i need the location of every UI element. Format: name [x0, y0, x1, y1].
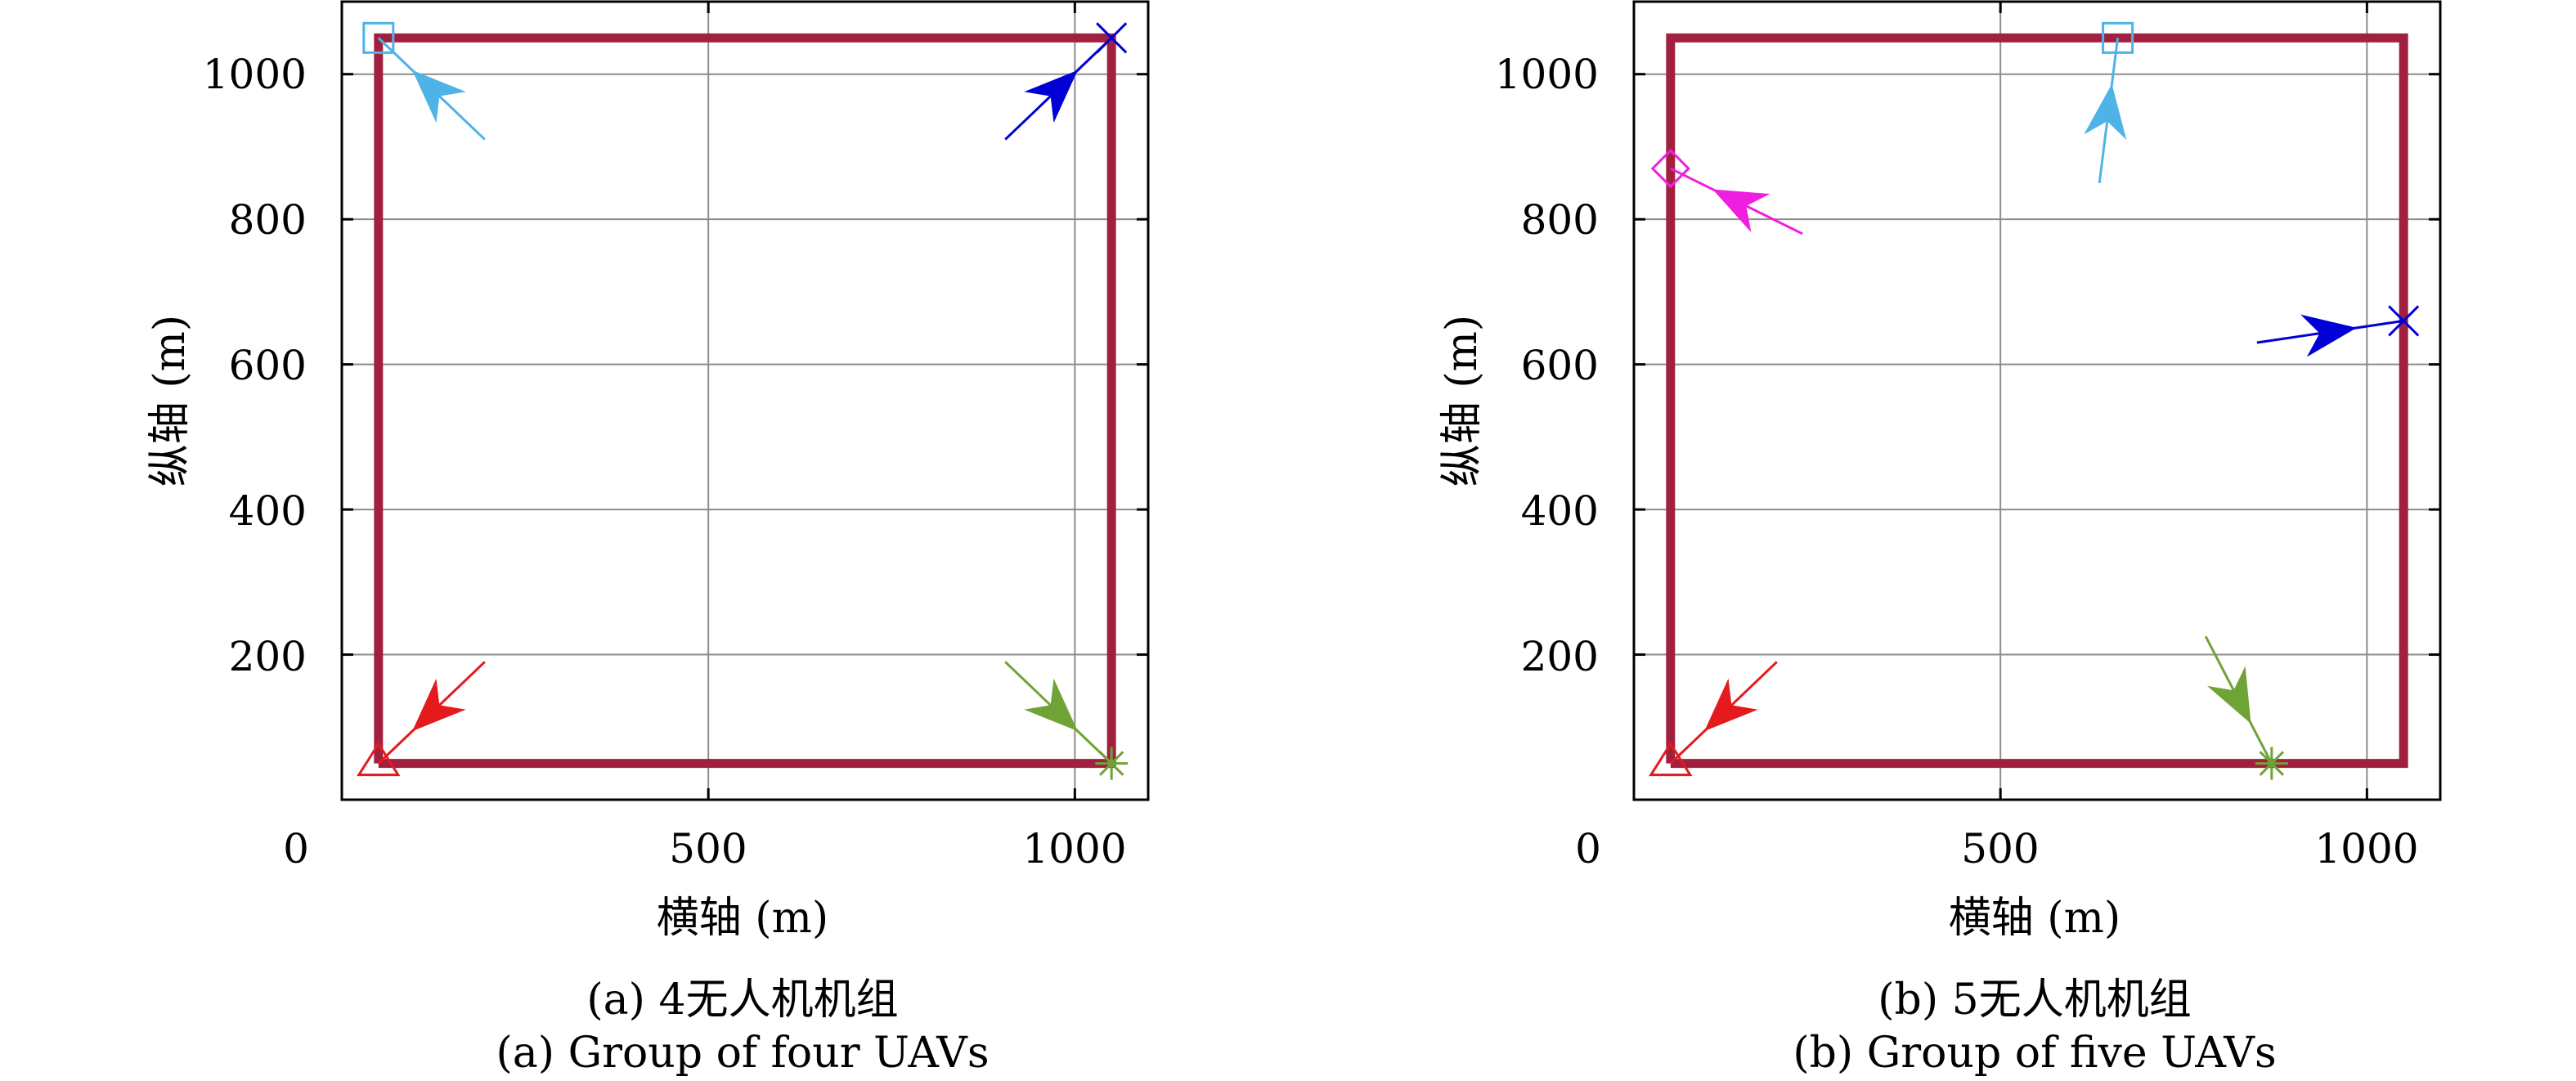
- x-tick-label: 1000: [2314, 825, 2418, 872]
- x-tick-label: 0: [283, 825, 309, 872]
- y-tick-label: 400: [229, 487, 307, 535]
- plot-frame: [340, 0, 1150, 801]
- x-tick-label: 0: [1575, 825, 1601, 872]
- uav-marker-square: [362, 21, 395, 54]
- y-tick-label: 200: [229, 633, 307, 680]
- y-tick-label: 800: [1521, 196, 1599, 244]
- caption-english: (a) Group of four UAVs: [496, 1029, 989, 1078]
- heading-arrowhead: [1024, 70, 1078, 123]
- axis-ticks: [342, 2, 1148, 800]
- boundary-path: [1666, 33, 2408, 769]
- heading-arrowhead: [2207, 666, 2251, 724]
- x-tick-label: 500: [669, 825, 747, 872]
- x-axis-title: 横轴 (m): [1949, 894, 2120, 943]
- x-axis-title: 横轴 (m): [657, 894, 828, 943]
- x-tick-label: 1000: [1022, 825, 1126, 872]
- y-tick-label: 400: [1521, 487, 1599, 535]
- panel-a: 0 500 1000 200 400 600 800 1000 横轴 (m) 纵…: [146, 0, 1150, 1078]
- y-tick-label: 800: [229, 196, 307, 244]
- uav-marker-x: [1096, 22, 1128, 54]
- uav-marker-triangle: [1649, 741, 1693, 777]
- uav-layer: [357, 21, 1129, 780]
- uav-marker-triangle: [357, 741, 401, 777]
- uav-marker-diamond: [1650, 148, 1690, 189]
- y-axis-title: 纵轴 (m): [1438, 315, 1487, 487]
- heading-arrowhead: [2084, 83, 2127, 141]
- y-tick-label: 1000: [1495, 51, 1599, 98]
- uav-layer: [1649, 21, 2420, 780]
- y-tick-label: 1000: [203, 51, 307, 98]
- y-tick-label: 200: [1521, 633, 1599, 680]
- y-tick-label: 600: [1521, 342, 1599, 389]
- y-axis-title: 纵轴 (m): [146, 315, 195, 487]
- heading-arrowhead: [1712, 189, 1770, 233]
- heading-arrowhead: [412, 678, 466, 732]
- uav-marker-square: [2102, 21, 2134, 54]
- caption-english: (b) Group of five UAVs: [1793, 1029, 2276, 1078]
- heading-arrowhead: [1024, 678, 1078, 732]
- axis-ticks: [1634, 2, 2440, 800]
- caption-chinese: (b) 5无人机机组: [1878, 976, 2191, 1025]
- x-tick-label: 500: [1961, 825, 2039, 872]
- plot-frame: [1632, 0, 2442, 801]
- heading-arrowhead: [2300, 314, 2357, 357]
- uav-marker-x: [2388, 305, 2420, 337]
- heading-arrowhead: [1704, 678, 1758, 732]
- grid: [342, 2, 1148, 800]
- panel-b: 0 500 1000 200 400 600 800 1000 横轴 (m) 纵…: [1438, 0, 2442, 1078]
- heading-arrowhead: [412, 70, 466, 123]
- uav-marker-asterisk: [1095, 747, 1129, 780]
- caption-chinese: (a) 4无人机机组: [586, 976, 898, 1025]
- boundary-layer: [1666, 33, 2408, 769]
- uav-marker-asterisk: [2255, 747, 2288, 780]
- y-tick-label: 600: [229, 342, 307, 389]
- grid: [1634, 2, 2440, 800]
